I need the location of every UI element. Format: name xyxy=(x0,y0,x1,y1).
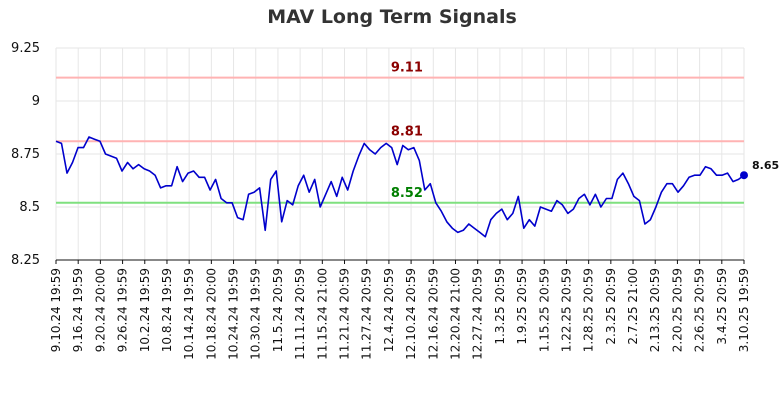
x-tick-label: 10.8.24 19:59 xyxy=(160,268,174,352)
x-tick-label: 10.24.24 19:59 xyxy=(227,268,241,360)
x-tick-label: 2.20.25 20:59 xyxy=(670,268,684,352)
x-tick-label: 12.16.24 20:59 xyxy=(426,268,440,360)
x-tick-label: 9.16.24 19:59 xyxy=(71,268,85,352)
x-tick-label: 11.11.24 20:59 xyxy=(293,268,307,360)
y-tick-label: 8.25 xyxy=(11,253,40,268)
signal-level-label: 8.52 xyxy=(391,186,423,201)
x-tick-label: 12.4.24 20:59 xyxy=(382,268,396,352)
x-tick-label: 10.30.24 19:59 xyxy=(249,268,263,360)
x-tick-label: 1.22.25 20:59 xyxy=(559,268,573,352)
x-tick-label: 1.3.25 20:59 xyxy=(493,268,507,345)
x-tick-label: 10.18.24 20:00 xyxy=(204,268,218,360)
signal-level-label: 9.11 xyxy=(391,61,423,76)
x-tick-label: 2.7.25 21:00 xyxy=(626,268,640,345)
x-tick-label: 1.28.25 20:59 xyxy=(582,268,596,352)
x-tick-label: 10.2.24 19:59 xyxy=(138,268,152,352)
x-tick-label: 3.4.25 20:59 xyxy=(715,268,729,345)
x-tick-label: 2.26.25 20:59 xyxy=(693,268,707,352)
last-value-point xyxy=(740,171,748,180)
y-tick-label: 8.5 xyxy=(19,200,40,215)
x-tick-label: 1.15.25 20:59 xyxy=(537,268,551,352)
x-tick-label: 2.3.25 20:59 xyxy=(604,268,618,345)
x-tick-label: 11.15.24 21:00 xyxy=(315,268,329,360)
y-tick-label: 8.75 xyxy=(11,147,40,162)
price-series-line xyxy=(55,136,745,238)
x-tick-label: 9.10.24 19:59 xyxy=(49,268,63,352)
chart-title: MAV Long Term Signals xyxy=(267,6,517,28)
x-tick-label: 10.14.24 19:59 xyxy=(182,268,196,360)
x-tick-label: 11.5.24 20:59 xyxy=(271,268,285,352)
x-tick-label: 9.20.24 20:00 xyxy=(93,268,107,352)
signal-level-label: 8.81 xyxy=(391,124,423,139)
x-tick-label: 1.9.25 20:59 xyxy=(515,268,529,345)
y-tick-label: 9.25 xyxy=(11,41,40,56)
x-tick-label: 3.10.25 19:59 xyxy=(737,268,751,352)
x-tick-label: 11.27.24 20:59 xyxy=(360,268,374,360)
x-tick-label: 12.27.24 20:59 xyxy=(471,268,485,360)
x-tick-label: 9.26.24 19:59 xyxy=(116,268,130,352)
x-tick-label: 12.20.24 21:00 xyxy=(448,268,462,360)
y-tick-label: 9 xyxy=(32,94,40,109)
x-tick-label: 2.13.25 20:59 xyxy=(648,268,662,352)
x-tick-label: 11.21.24 20:59 xyxy=(338,268,352,360)
x-tick-label: 12.10.24 20:59 xyxy=(404,268,418,360)
last-value-label: 8.65 xyxy=(752,159,779,172)
